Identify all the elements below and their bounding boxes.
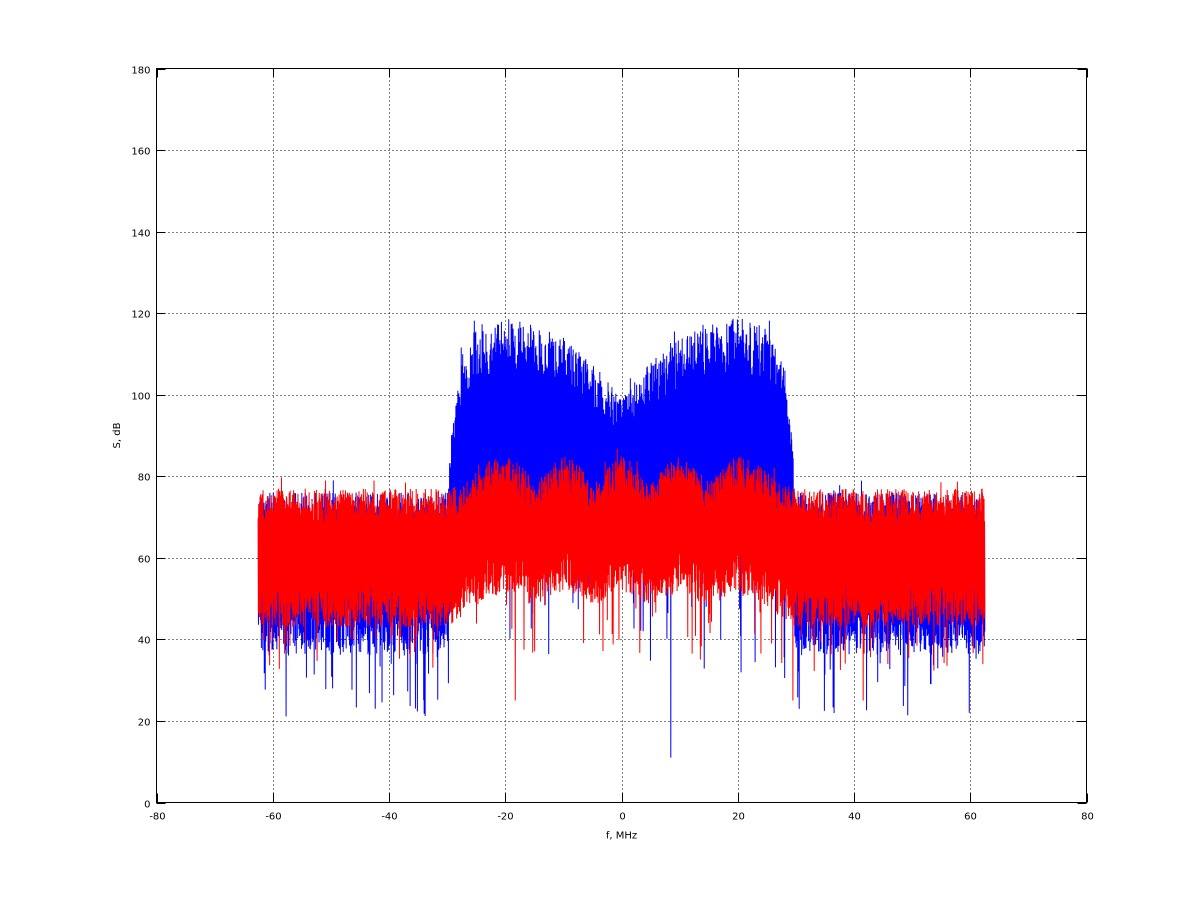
y-tick-label: 60 <box>138 555 151 566</box>
x-tick-label: -20 <box>497 812 513 823</box>
y-tick-label: 100 <box>131 392 150 403</box>
y-tick-label: 20 <box>138 718 151 729</box>
series-group <box>257 318 986 758</box>
y-tick-label: 180 <box>131 66 150 77</box>
ticks: -80 -60 -40 -20 0 20 40 60 80 0 20 40 60 80 100 120 140 1… <box>131 66 1093 823</box>
x-tick-label: -40 <box>381 812 397 823</box>
x-tick-label: 0 <box>619 812 625 823</box>
y-tick-label: 120 <box>131 310 150 321</box>
x-tick-label: -80 <box>149 812 165 823</box>
x-tick-label: -60 <box>265 812 281 823</box>
x-tick-label: 80 <box>1081 812 1094 823</box>
y-axis-label: S, dB <box>112 422 123 448</box>
x-tick-label: 40 <box>848 812 861 823</box>
y-tick-label: 0 <box>144 800 150 811</box>
x-tick-label: 60 <box>964 812 977 823</box>
y-tick-label: 80 <box>138 473 151 484</box>
y-tick-label: 160 <box>131 147 150 158</box>
y-tick-label: 40 <box>138 636 151 647</box>
series-1-trace <box>257 448 986 701</box>
x-axis-label: f, MHz <box>606 831 637 842</box>
y-tick-label: 140 <box>131 229 150 240</box>
x-tick-label: 20 <box>732 812 745 823</box>
axes-frame <box>156 68 1087 803</box>
